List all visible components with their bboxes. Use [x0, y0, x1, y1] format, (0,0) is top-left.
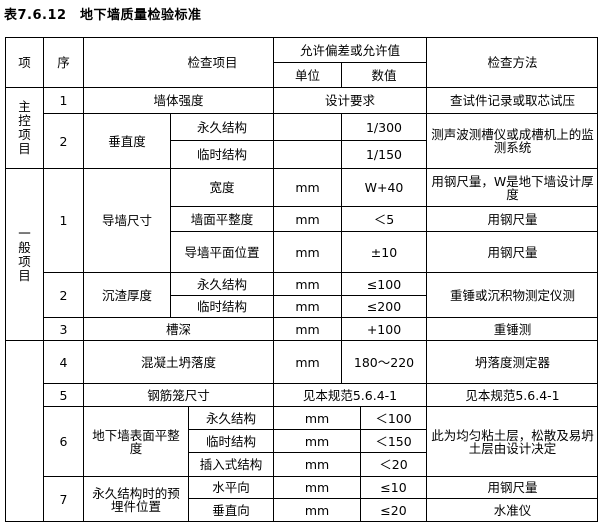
- value-cell: 1/150: [341, 140, 426, 168]
- unit-cell: mm: [273, 295, 341, 317]
- unit-cell: mm: [273, 272, 341, 295]
- header-check-item: 检查项目: [83, 37, 341, 87]
- value-cell: ≤100: [341, 272, 426, 295]
- sub-item-cell: 宽度: [170, 168, 273, 206]
- value-cell: 1/300: [341, 113, 426, 140]
- method-cell: 此为均匀粘土层，松散及易坍土层由设计决定: [426, 406, 598, 476]
- sub-item-cell: 永久结构: [170, 272, 273, 295]
- sub-item-cell: 临时结构: [170, 295, 273, 317]
- value-cell: ±10: [341, 231, 426, 272]
- method-cell: 水准仪: [426, 498, 598, 522]
- method-cell: 用钢尺量: [426, 206, 598, 231]
- value-cell: ＜100: [360, 406, 426, 429]
- method-cell: 用钢尺量: [426, 231, 598, 272]
- group-general: 一般项目: [5, 168, 43, 340]
- seq-cell: 1: [43, 168, 83, 272]
- unit-cell: mm: [273, 168, 341, 206]
- table-title: 表7.6.12 地下墙质量检验标准: [4, 8, 202, 23]
- unit-cell: mm: [273, 452, 360, 476]
- item-cell: 混凝土坍落度: [83, 340, 273, 383]
- value-cell: ＜20: [360, 452, 426, 476]
- sub-item-cell: 墙面平整度: [170, 206, 273, 231]
- group-main-control: 主控项目: [5, 87, 43, 168]
- item-cell: 垂直度: [83, 113, 170, 168]
- method-cell: 重锤或沉积物测定仪测: [426, 272, 598, 317]
- tolerance-cell: 见本规范5.6.4-1: [273, 383, 426, 406]
- seq-cell: 4: [43, 340, 83, 383]
- sub-item-cell: 导墙平面位置: [170, 231, 273, 272]
- value-cell: ≤20: [360, 498, 426, 522]
- header-item: 项: [5, 37, 43, 87]
- item-cell: 永久结构时的预埋件位置: [83, 476, 188, 522]
- seq-cell: 1: [43, 87, 83, 113]
- header-tolerance: 允许偏差或允许值: [273, 37, 426, 62]
- method-cell: 见本规范5.6.4-1: [426, 383, 598, 406]
- seq-cell: 6: [43, 406, 83, 476]
- header-seq: 序: [43, 37, 83, 87]
- sub-item-cell: 临时结构: [170, 140, 273, 168]
- tolerance-cell: 设计要求: [273, 87, 426, 113]
- item-cell: 导墙尺寸: [83, 168, 170, 272]
- unit-cell: mm: [273, 340, 341, 383]
- method-cell: 坍落度测定器: [426, 340, 598, 383]
- item-cell: 沉渣厚度: [83, 272, 170, 317]
- item-cell: 墙体强度: [83, 87, 273, 113]
- unit-cell: mm: [273, 429, 360, 452]
- header-value: 数值: [341, 62, 426, 87]
- unit-cell: mm: [273, 317, 341, 340]
- item-cell: 槽深: [83, 317, 273, 340]
- unit-cell: mm: [273, 476, 360, 498]
- group-other: [5, 340, 43, 522]
- value-cell: ＜5: [341, 206, 426, 231]
- seq-cell: 2: [43, 272, 83, 317]
- method-cell: 用钢尺量: [426, 476, 598, 498]
- sub-item-cell: 水平向: [188, 476, 273, 498]
- item-cell: 钢筋笼尺寸: [83, 383, 273, 406]
- header-unit: 单位: [273, 62, 341, 87]
- method-cell: 查试件记录或取芯试压: [426, 87, 598, 113]
- unit-cell: mm: [273, 498, 360, 522]
- sub-item-cell: 临时结构: [188, 429, 273, 452]
- seq-cell: 3: [43, 317, 83, 340]
- seq-cell: 5: [43, 383, 83, 406]
- unit-cell: mm: [273, 406, 360, 429]
- value-cell: 180～220: [341, 340, 426, 383]
- sub-item-cell: 垂直向: [188, 498, 273, 522]
- method-cell: 用钢尺量，W是地下墙设计厚度: [426, 168, 598, 206]
- header-method: 检查方法: [426, 37, 598, 87]
- sub-item-cell: 永久结构: [188, 406, 273, 429]
- value-cell: ＜150: [360, 429, 426, 452]
- sub-item-cell: 插入式结构: [188, 452, 273, 476]
- sub-item-cell: 永久结构: [170, 113, 273, 140]
- method-cell: 测声波测槽仪或成槽机上的监测系统: [426, 113, 598, 168]
- unit-cell: [273, 140, 341, 168]
- method-cell: 重锤测: [426, 317, 598, 340]
- unit-cell: [273, 113, 341, 140]
- unit-cell: mm: [273, 206, 341, 231]
- value-cell: +100: [341, 317, 426, 340]
- unit-cell: mm: [273, 231, 341, 272]
- value-cell: ≤10: [360, 476, 426, 498]
- seq-cell: 2: [43, 113, 83, 168]
- item-cell: 地下墙表面平整度: [83, 406, 188, 476]
- seq-cell: 7: [43, 476, 83, 522]
- value-cell: ≤200: [341, 295, 426, 317]
- value-cell: W+40: [341, 168, 426, 206]
